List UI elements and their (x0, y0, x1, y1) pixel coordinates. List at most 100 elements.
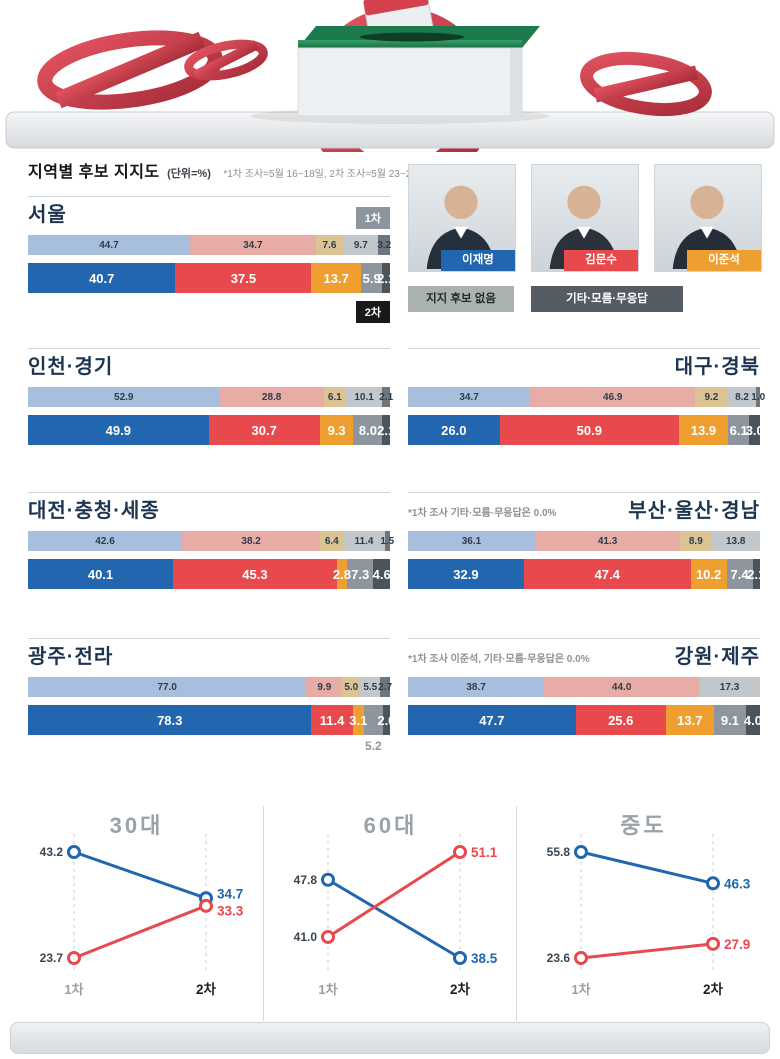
bar-segment: 78.3 (28, 705, 312, 735)
region-section-daejeon-chungcheong-sejong: 대전·충청·세종 42.6 38.2 6.4 11.4 1.5 40.1 45.3 2.8 7… (28, 492, 394, 589)
round2-tag: 2차 (355, 301, 390, 323)
segment-value: 10.1 (354, 391, 374, 403)
svg-text:47.8: 47.8 (294, 873, 318, 887)
segment-value: 1.5 (380, 535, 395, 547)
region-footnote: *1차 조사 기타·모름·무응답은 0.0% (408, 507, 557, 519)
segment-value: 37.5 (230, 270, 257, 286)
page-title: 지역별 후보 지지도 (28, 164, 160, 181)
region-section-gwangju-jeolla: 광주·전라 77.0 9.9 5.0 5.5 2.7 78.3 11.4 3.1 5.2 2.0 (28, 638, 395, 753)
segment-value: 7.3 (351, 566, 370, 582)
svg-text:23.7: 23.7 (40, 951, 64, 965)
segment-value: 41.3 (597, 535, 618, 547)
region-section-busan-ulsan-gyeongnam: *1차 조사 기타·모름·무응답은 0.0% 부산·울산·경남 36.1 41.3… (408, 492, 765, 589)
candidate-name-label: 이재명 (441, 250, 515, 271)
bar-segment: 4.0 (743, 705, 762, 735)
bar-segment: 40.7 (28, 263, 176, 293)
svg-text:55.8: 55.8 (547, 845, 571, 859)
bar-segment: 2.1 (747, 559, 765, 589)
slope-chart-svg: 47.8 38.5 41.0 51.1 1차 2차 (294, 834, 498, 997)
segment-value: 8.2 (735, 391, 749, 403)
bar-segment: 52.9 (28, 387, 220, 407)
no-sign-icon (184, 39, 268, 81)
segment-value-below: 5.2 (365, 739, 382, 753)
legend-no-candidate: 지지 후보 없음 (408, 286, 514, 312)
segment-value: 13.8 (726, 535, 746, 547)
segment-value: 40.7 (89, 270, 115, 286)
bar-segment: 25.6 (575, 705, 666, 735)
bar-segment: 7.4 (726, 559, 753, 589)
segment-value: 25.6 (608, 712, 634, 728)
bar-segment: 8.2 (727, 387, 757, 407)
bar-segment: 9.9 (306, 677, 343, 697)
segment-value: 38.2 (241, 535, 261, 547)
bar-segment: 2.7 (378, 677, 392, 697)
bar-segment: 8.0 (353, 415, 383, 445)
bar-segment: 9.1 (713, 705, 746, 735)
bar-segment: 7.3 (346, 559, 374, 589)
round1-bar: 44.7 34.7 7.6 9.7 3.2 (28, 235, 391, 255)
segment-value: 2.1 (377, 270, 396, 286)
segment-value: 8.0 (358, 422, 377, 438)
region-title: 대구·경북 (674, 356, 760, 378)
region-title: 부산·울산·경남 (628, 500, 760, 522)
bar-segment: 44.0 (544, 677, 700, 697)
segment-value: 11.4 (354, 535, 374, 547)
svg-text:27.9: 27.9 (724, 937, 750, 952)
svg-text:2차: 2차 (703, 982, 724, 997)
segment-value: 34.7 (459, 391, 479, 403)
no-sign-icon (580, 52, 712, 116)
round2-bar: 40.7 37.5 13.7 5.9 2.1 (28, 263, 395, 293)
segment-value: 30.7 (251, 422, 277, 438)
segment-value: 9.2 (704, 391, 719, 403)
svg-text:1차: 1차 (64, 982, 83, 997)
bar-segment: 47.7 (408, 705, 576, 735)
bar-segment: 2.1 (377, 263, 395, 293)
legend-etc-dontknow: 기타·모름·무응답 (531, 286, 683, 312)
bar-segment: 2.0 (377, 705, 395, 735)
bar-segment: 2.1 (379, 387, 393, 407)
bar-segment: 34.7 (408, 387, 531, 407)
segment-value: 28.8 (261, 391, 282, 403)
segment-value: 3.1 (349, 712, 368, 728)
bar-segment: 30.7 (208, 415, 320, 445)
segment-value: 52.9 (114, 391, 134, 403)
base-pedestal (10, 1022, 770, 1054)
segment-value: 42.6 (95, 535, 115, 547)
bar-segment: 40.1 (28, 559, 174, 589)
bar-segment: 42.6 (28, 531, 183, 551)
segment-value: 5.0 (344, 681, 359, 693)
region-section-incheon-gyeonggi: 인천·경기 52.9 28.8 6.1 10.1 2.1 49.9 30.7 9.3 8.0 2… (28, 348, 395, 445)
svg-text:1차: 1차 (318, 982, 337, 997)
svg-text:1차: 1차 (571, 982, 590, 997)
bar-segment: 44.7 (28, 235, 190, 255)
candidate-photo: 이재명 (408, 164, 516, 272)
svg-text:2차: 2차 (450, 982, 471, 997)
bar-segment: 28.8 (219, 387, 324, 407)
slope-chart-svg: 55.8 46.3 23.6 27.9 1차 2차 (547, 834, 751, 997)
bar-segment: 38.7 (408, 677, 545, 697)
segment-value: 2.1 (377, 422, 396, 438)
round2-bar: 49.9 30.7 9.3 8.0 2.1 (28, 415, 395, 445)
bar-segment: 1.0 (751, 387, 765, 407)
bar-segment: 13.7 (665, 705, 714, 735)
svg-text:34.7: 34.7 (217, 887, 243, 902)
bar-segment: 46.9 (530, 387, 696, 407)
bar-segment: 5.2 (363, 705, 383, 753)
round1-bar: 36.1 41.3 8.9 13.8 (408, 531, 760, 551)
ballot-box-illustration (5, 0, 775, 152)
bar-segment: 6.1 (323, 387, 346, 407)
bar-segment: 10.1 (345, 387, 383, 407)
region-section-seoul: 1차 2차 서울 44.7 34.7 7.6 9.7 3.2 40.7 37.5 13.7 5… (28, 196, 395, 323)
round2-bar: 26.0 50.9 13.9 6.1 3.0 (408, 415, 764, 445)
bar-segment: 3.1 (349, 705, 367, 735)
bar-segment: 13.8 (711, 531, 760, 551)
segment-value: 9.1 (720, 712, 739, 728)
bar-segment: 36.1 (408, 531, 535, 551)
bar-segment: 7.6 (315, 235, 344, 255)
segment-value: 45.3 (242, 566, 268, 582)
segment-value: 4.0 (743, 712, 762, 728)
segment-value: 17.3 (719, 681, 740, 693)
segment-value: 2.8 (332, 566, 351, 582)
region-title: 강원·제주 (674, 646, 760, 668)
